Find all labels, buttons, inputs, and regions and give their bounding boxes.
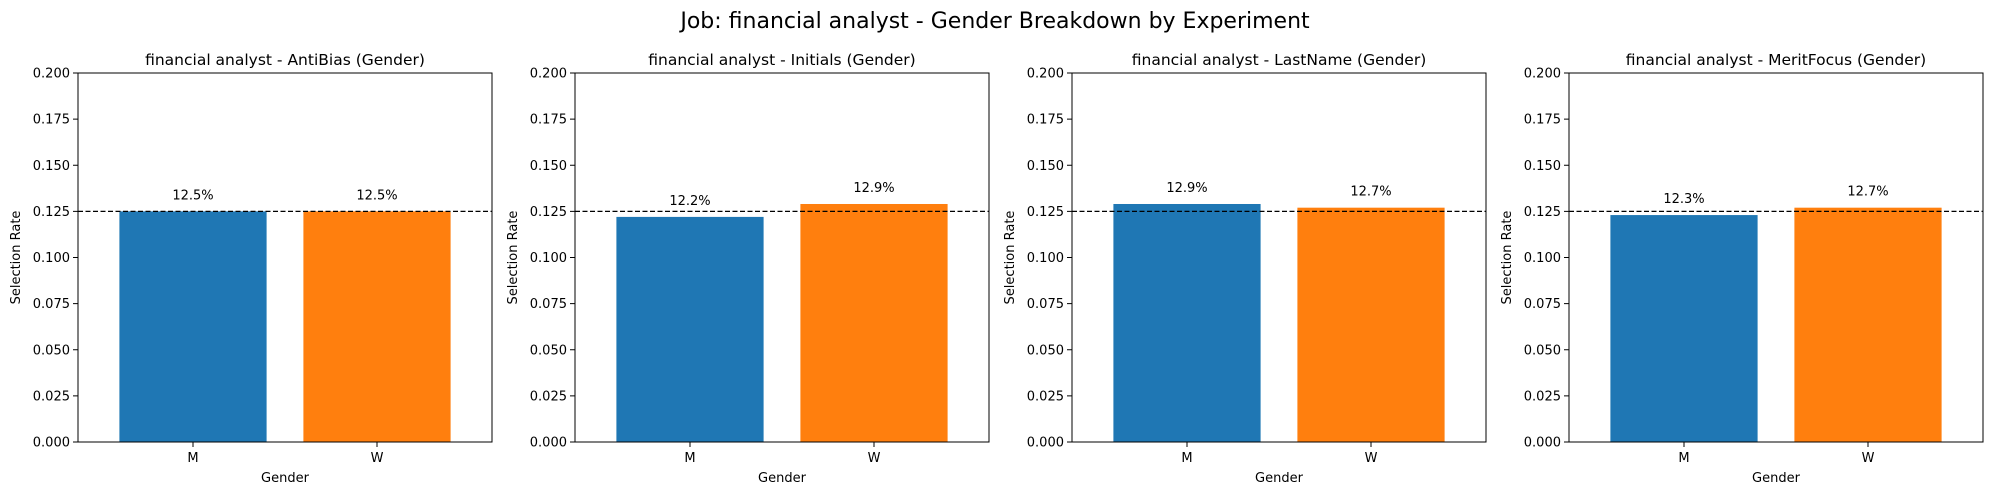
y-tick-label: 0.025 — [1524, 389, 1561, 404]
y-axis-label: Selection Rate — [9, 211, 24, 305]
y-tick-label: 0.025 — [33, 389, 70, 404]
x-tick-label: W — [1862, 451, 1875, 466]
bar-value-label: 12.2% — [669, 194, 710, 209]
axes-frame — [574, 72, 990, 443]
y-tick-label: 0.175 — [1524, 113, 1561, 128]
y-tick-label: 0.050 — [1027, 343, 1064, 358]
y-tick-label: 0.200 — [530, 67, 567, 82]
y-tick-label: 0.200 — [1524, 67, 1561, 82]
y-tick-label: 0.125 — [1027, 205, 1064, 220]
subplot-4: financial analyst - MeritFocus (Gender) 1… — [1500, 51, 1984, 486]
bar-value-label: 12.3% — [1663, 192, 1704, 207]
y-tick-label: 0.025 — [1027, 389, 1064, 404]
y-tick-label: 0.075 — [530, 297, 567, 312]
x-axis-label: Gender — [1255, 471, 1304, 486]
subplot-title: financial analyst - MeritFocus (Gender) — [1626, 51, 1926, 69]
y-tick-label: 0.125 — [530, 205, 567, 220]
y-tick-label: 0.125 — [1524, 205, 1561, 220]
axes-frame — [1568, 72, 1984, 443]
y-tick-label: 0.100 — [33, 251, 70, 266]
y-axis-label: Selection Rate — [506, 211, 521, 305]
bar-w — [1794, 207, 1942, 442]
x-axis-label: Gender — [1752, 471, 1801, 486]
y-tick-label: 0.025 — [530, 389, 567, 404]
bar-w — [303, 211, 451, 442]
x-tick-label: M — [1181, 451, 1192, 466]
x-tick-label: W — [371, 451, 384, 466]
y-tick-label: 0.200 — [1027, 67, 1064, 82]
y-tick-label: 0.050 — [530, 343, 567, 358]
y-tick-label: 0.050 — [33, 343, 70, 358]
y-tick-label: 0.175 — [530, 113, 567, 128]
axes-frame — [1071, 72, 1487, 443]
y-tick-label: 0.175 — [33, 113, 70, 128]
y-tick-label: 0.000 — [1027, 436, 1064, 451]
bar-value-label: 12.9% — [1166, 181, 1207, 196]
x-axis-label: Gender — [758, 471, 807, 486]
x-tick-label: W — [1365, 451, 1378, 466]
subplot-2: financial analyst - Initials (Gender) 12.… — [506, 51, 990, 486]
bar-w — [800, 203, 948, 442]
bar-m — [119, 211, 267, 442]
y-tick-label: 0.150 — [1524, 159, 1561, 174]
y-tick-label: 0.175 — [1027, 113, 1064, 128]
bar-w — [1297, 207, 1445, 442]
y-tick-label: 0.075 — [1027, 297, 1064, 312]
y-axis-label: Selection Rate — [1500, 211, 1515, 305]
y-tick-label: 0.125 — [33, 205, 70, 220]
bar-m — [1113, 203, 1261, 442]
y-tick-label: 0.050 — [1524, 343, 1561, 358]
figure-suptitle: Job: financial analyst - Gender Breakdow… — [678, 9, 1310, 34]
subplot-1: financial analyst - AntiBias (Gender) 12.… — [9, 51, 493, 486]
subplot-3: financial analyst - LastName (Gender) 12.… — [1003, 51, 1487, 486]
y-tick-label: 0.000 — [530, 436, 567, 451]
y-tick-label: 0.100 — [1524, 251, 1561, 266]
y-tick-label: 0.150 — [1027, 159, 1064, 174]
x-tick-label: W — [868, 451, 881, 466]
bar-value-label: 12.5% — [172, 188, 213, 203]
y-tick-label: 0.150 — [530, 159, 567, 174]
y-tick-label: 0.150 — [33, 159, 70, 174]
subplot-title: financial analyst - AntiBias (Gender) — [145, 51, 425, 69]
y-axis-label: Selection Rate — [1003, 211, 1018, 305]
y-tick-label: 0.200 — [33, 67, 70, 82]
y-tick-label: 0.100 — [530, 251, 567, 266]
bar-value-label: 12.7% — [1847, 185, 1888, 200]
bar-value-label: 12.9% — [853, 181, 894, 196]
x-tick-label: M — [1678, 451, 1689, 466]
x-tick-label: M — [187, 451, 198, 466]
y-tick-label: 0.100 — [1027, 251, 1064, 266]
subplot-title: financial analyst - LastName (Gender) — [1132, 51, 1427, 69]
x-axis-label: Gender — [261, 471, 310, 486]
y-tick-label: 0.000 — [1524, 436, 1561, 451]
x-tick-label: M — [684, 451, 695, 466]
subplot-title: financial analyst - Initials (Gender) — [648, 51, 915, 69]
bar-value-label: 12.5% — [356, 188, 397, 203]
bar-m — [1610, 215, 1758, 442]
y-tick-label: 0.000 — [33, 436, 70, 451]
bar-m — [616, 216, 764, 442]
y-tick-label: 0.075 — [33, 297, 70, 312]
y-tick-label: 0.075 — [1524, 297, 1561, 312]
bar-value-label: 12.7% — [1350, 185, 1391, 200]
axes-frame — [77, 72, 493, 443]
